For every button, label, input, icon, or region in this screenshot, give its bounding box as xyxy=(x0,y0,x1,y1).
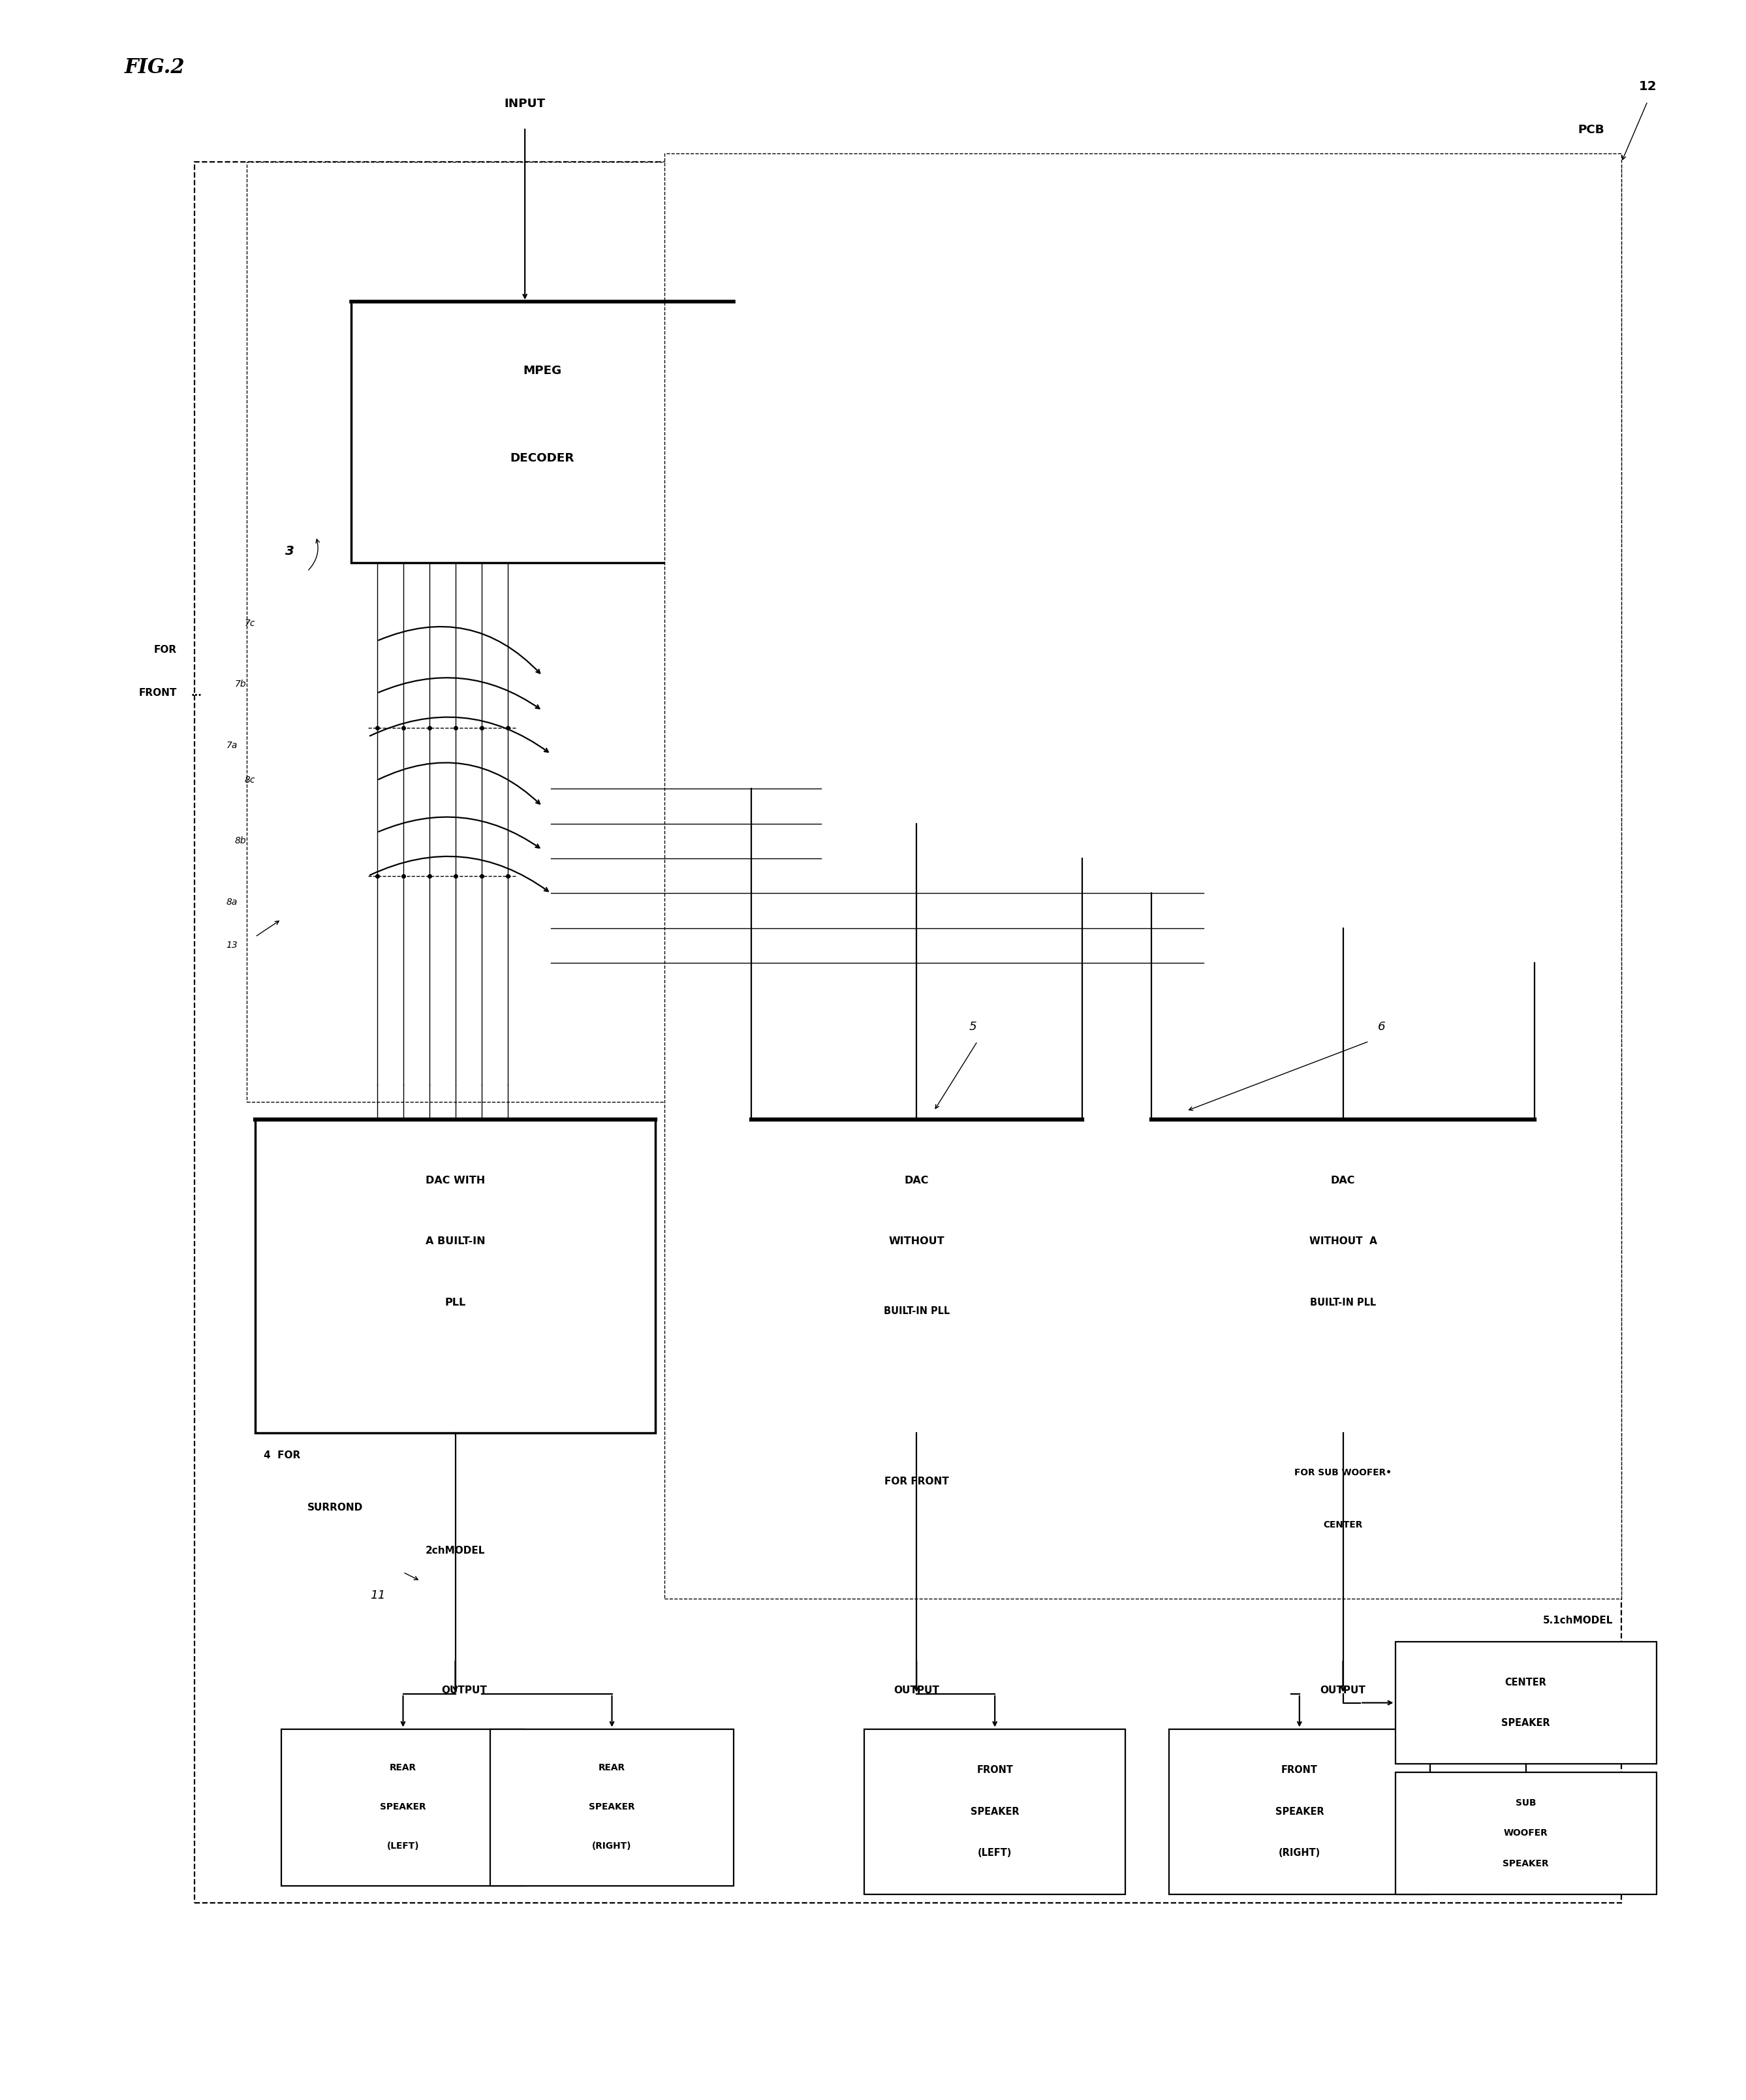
Text: (RIGHT): (RIGHT) xyxy=(592,1842,632,1850)
FancyBboxPatch shape xyxy=(246,162,890,1102)
Text: OUTPUT: OUTPUT xyxy=(1320,1686,1365,1695)
Text: SPEAKER: SPEAKER xyxy=(588,1802,636,1812)
FancyBboxPatch shape xyxy=(491,1728,733,1886)
FancyBboxPatch shape xyxy=(751,1119,1083,1432)
Text: DAC WITH: DAC WITH xyxy=(426,1176,485,1186)
Text: DECODER: DECODER xyxy=(510,451,574,464)
Text: SPEAKER: SPEAKER xyxy=(381,1802,426,1812)
FancyBboxPatch shape xyxy=(255,1119,655,1432)
Text: 6: 6 xyxy=(1378,1021,1385,1033)
Text: 8c: 8c xyxy=(244,775,255,785)
Text: PLL: PLL xyxy=(445,1298,466,1308)
Text: 5.1chMODEL: 5.1chMODEL xyxy=(1543,1615,1613,1625)
Text: REAR: REAR xyxy=(389,1764,417,1772)
Text: 4  FOR: 4 FOR xyxy=(264,1451,300,1459)
Text: FIG.2: FIG.2 xyxy=(124,59,185,78)
Text: (LEFT): (LEFT) xyxy=(978,1848,1013,1858)
Text: SUB: SUB xyxy=(1516,1798,1536,1808)
FancyBboxPatch shape xyxy=(1168,1728,1430,1894)
Text: FRONT: FRONT xyxy=(1282,1766,1318,1774)
Text: SURROND: SURROND xyxy=(307,1504,363,1512)
Text: FOR FRONT: FOR FRONT xyxy=(883,1476,948,1487)
Text: FRONT: FRONT xyxy=(976,1766,1013,1774)
Text: DAC: DAC xyxy=(1330,1176,1355,1186)
Text: REAR: REAR xyxy=(599,1764,625,1772)
FancyBboxPatch shape xyxy=(1395,1772,1657,1894)
FancyBboxPatch shape xyxy=(194,162,1622,1903)
FancyBboxPatch shape xyxy=(281,1728,526,1886)
Text: 7a: 7a xyxy=(227,741,237,750)
Text: FOR: FOR xyxy=(154,645,176,655)
Text: CENTER: CENTER xyxy=(1505,1678,1547,1688)
Text: 12: 12 xyxy=(1639,80,1657,92)
Text: BUILT-IN PLL: BUILT-IN PLL xyxy=(883,1306,950,1317)
Text: WITHOUT: WITHOUT xyxy=(889,1237,945,1247)
Text: WOOFER: WOOFER xyxy=(1503,1829,1547,1837)
Text: WITHOUT  A: WITHOUT A xyxy=(1310,1237,1378,1247)
FancyBboxPatch shape xyxy=(663,153,1622,1598)
Text: 8a: 8a xyxy=(227,897,237,907)
Text: 3: 3 xyxy=(285,546,295,559)
Text: 7c: 7c xyxy=(244,619,255,628)
Text: 2chMODEL: 2chMODEL xyxy=(426,1546,485,1556)
Text: DAC: DAC xyxy=(904,1176,929,1186)
Text: SPEAKER: SPEAKER xyxy=(1275,1806,1323,1816)
Text: INPUT: INPUT xyxy=(505,99,545,109)
FancyBboxPatch shape xyxy=(351,302,733,563)
FancyBboxPatch shape xyxy=(1395,1642,1657,1764)
Text: (LEFT): (LEFT) xyxy=(388,1842,419,1850)
Text: OUTPUT: OUTPUT xyxy=(894,1686,939,1695)
Text: FRONT: FRONT xyxy=(138,689,176,697)
Text: 5: 5 xyxy=(969,1021,976,1033)
Text: SPEAKER: SPEAKER xyxy=(1502,1718,1550,1728)
Text: 8b: 8b xyxy=(236,836,246,846)
FancyBboxPatch shape xyxy=(864,1728,1126,1894)
Text: ...: ... xyxy=(190,689,203,697)
Text: OUTPUT: OUTPUT xyxy=(442,1686,487,1695)
Text: A BUILT-IN: A BUILT-IN xyxy=(426,1237,485,1247)
Text: 11: 11 xyxy=(370,1590,386,1602)
FancyBboxPatch shape xyxy=(1152,1119,1535,1432)
Text: BUILT-IN PLL: BUILT-IN PLL xyxy=(1310,1298,1376,1308)
Text: FOR SUB WOOFER•: FOR SUB WOOFER• xyxy=(1294,1468,1392,1476)
Text: PCB: PCB xyxy=(1578,124,1605,136)
Text: 13: 13 xyxy=(227,941,237,949)
Text: (RIGHT): (RIGHT) xyxy=(1278,1848,1320,1858)
Text: SPEAKER: SPEAKER xyxy=(1503,1858,1549,1869)
Text: SPEAKER: SPEAKER xyxy=(971,1806,1020,1816)
Text: 7b: 7b xyxy=(236,680,246,689)
Text: CENTER: CENTER xyxy=(1323,1520,1362,1529)
Text: MPEG: MPEG xyxy=(524,365,562,378)
